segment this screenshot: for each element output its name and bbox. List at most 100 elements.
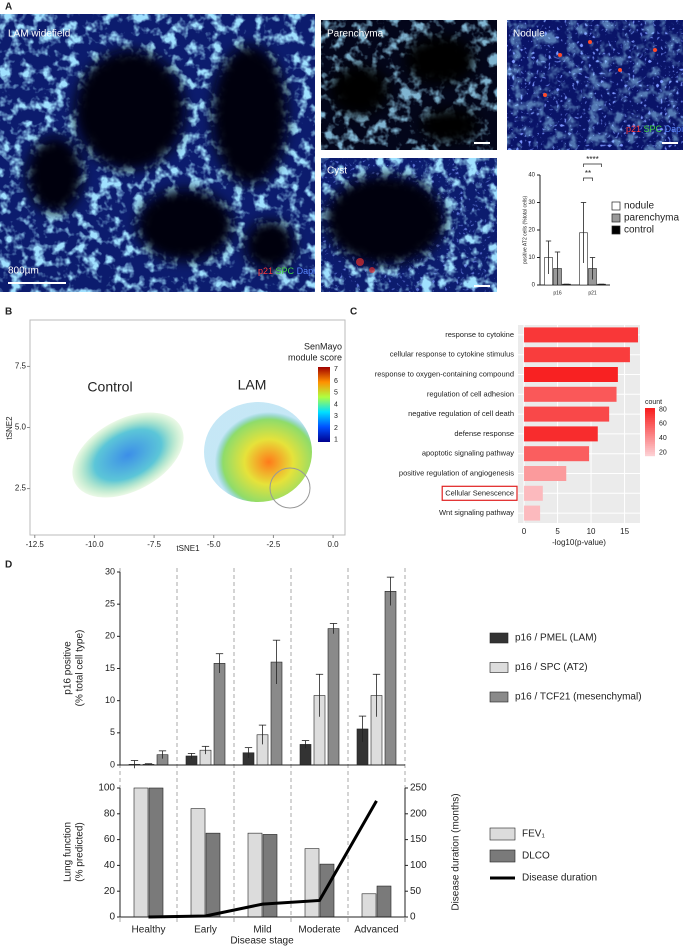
stain: p21	[626, 124, 641, 134]
colorbar-tick-label: 2	[334, 425, 338, 432]
stain: Dapi	[665, 124, 684, 134]
colorbar-segment	[645, 446, 655, 449]
y-tick-label: 250	[410, 783, 427, 794]
axis-title: Disease stage	[230, 936, 294, 947]
image-label: Nodule	[513, 29, 545, 40]
group-label: LAM	[238, 377, 267, 393]
colorbar-segment	[645, 448, 655, 451]
legend-swatch	[489, 827, 516, 841]
y-tick-label: 30	[105, 566, 115, 576]
colorbar-segment	[645, 408, 655, 411]
y-tick-label: 20	[528, 228, 535, 234]
colorbar-segment	[645, 426, 655, 429]
x-tick-label: p16	[553, 290, 562, 296]
y-tick-label: 80	[104, 808, 116, 819]
category-label: apoptotic signaling pathway	[422, 449, 514, 458]
colorbar-tick-label: 5	[334, 390, 338, 397]
colorbar-segment	[645, 414, 655, 417]
bar	[148, 787, 164, 918]
bar	[376, 885, 392, 918]
legend-label: Disease duration	[522, 873, 597, 884]
colorbar-segment	[645, 420, 655, 423]
bar	[524, 446, 590, 462]
legend-swatch	[611, 225, 621, 235]
axis-title: tSNE2	[5, 416, 14, 440]
significance-bracket	[583, 163, 602, 167]
category-label: negative regulation of cell death	[408, 409, 514, 418]
y-tick-label: 50	[410, 886, 422, 897]
highlight-circle	[269, 467, 311, 509]
colorbar-segment	[645, 432, 655, 435]
colorbar-title: SenMayo	[304, 341, 342, 351]
x-tick-label: 15	[620, 527, 629, 536]
colorbar-title: module score	[288, 352, 342, 362]
colorbar-segment	[645, 422, 655, 425]
significance-label: **	[585, 169, 591, 178]
stain: SPC	[276, 266, 295, 276]
x-tick-label: -2.5	[267, 540, 281, 549]
colorbar-tick-label: 6	[334, 378, 338, 385]
group-label: Control	[87, 379, 132, 395]
colorbar-segment	[645, 444, 655, 447]
bar	[133, 787, 149, 918]
category-label: defense response	[454, 429, 514, 438]
y-tick-label: 25	[105, 599, 115, 609]
significance-bracket	[583, 177, 593, 181]
x-tick-label: -10.0	[85, 540, 104, 549]
legend-label: nodule	[624, 201, 654, 212]
x-tick-label: -7.5	[147, 540, 161, 549]
y-tick-label: 40	[528, 173, 535, 179]
x-tick-label: 10	[587, 527, 596, 536]
bar	[524, 347, 630, 363]
legend-label: DLCO	[522, 851, 550, 862]
x-tick-label: -5.0	[207, 540, 221, 549]
significance-label: ****	[586, 155, 598, 164]
axis-title: (% total cell type)	[75, 630, 86, 707]
colorbar-segment	[645, 454, 655, 457]
y-tick-label: 150	[410, 834, 427, 845]
colorbar-title: count	[645, 399, 662, 406]
x-tick-label: Moderate	[298, 925, 341, 936]
colorbar-tick-label: 40	[659, 435, 667, 442]
y-tick-label: 10	[105, 695, 115, 705]
y-tick-label: 0	[109, 912, 115, 923]
x-tick-label: 5	[555, 527, 560, 536]
y-tick-label: 0	[532, 283, 536, 289]
x-tick-label: Healthy	[132, 925, 166, 936]
axis-title: Disease duration (months)	[451, 793, 462, 910]
bar	[524, 327, 638, 343]
colorbar-tick-label: 4	[334, 401, 338, 408]
axis-title: positive AT2 cells (%total cells)	[522, 196, 528, 265]
y-tick-label: 5.0	[15, 423, 27, 432]
axis-title: Lung function	[63, 822, 74, 882]
stain: p21	[258, 266, 273, 276]
y-tick-label: 100	[410, 860, 427, 871]
panel-label: A	[5, 2, 12, 13]
y-tick-label: 60	[104, 834, 116, 845]
colorbar-segment	[645, 428, 655, 431]
category-label: positive regulation of angiogenesis	[399, 468, 514, 477]
y-tick-label: 100	[98, 783, 115, 794]
micrograph	[507, 20, 683, 150]
x-tick-label: Mild	[253, 925, 271, 936]
bar	[524, 406, 610, 422]
y-tick-label: 5	[110, 727, 115, 737]
colorbar-segment	[645, 436, 655, 439]
y-tick-label: 10	[528, 255, 535, 261]
category-label: response to cytokine	[445, 330, 514, 339]
legend-swatch	[489, 632, 509, 644]
bar	[190, 808, 206, 918]
colorbar-segment	[645, 440, 655, 443]
colorbar-segment	[645, 434, 655, 437]
colorbar-segment	[645, 430, 655, 433]
y-tick-label: 7.5	[15, 362, 27, 371]
axis-title: tSNE1	[176, 544, 200, 553]
x-tick-label: Advanced	[354, 925, 398, 936]
bar	[524, 367, 618, 382]
legend-swatch	[611, 213, 621, 223]
bar	[304, 848, 320, 918]
axis-title: p16 positive	[63, 641, 74, 695]
colorbar	[318, 367, 330, 442]
micrograph	[321, 20, 497, 150]
bar	[384, 590, 397, 766]
